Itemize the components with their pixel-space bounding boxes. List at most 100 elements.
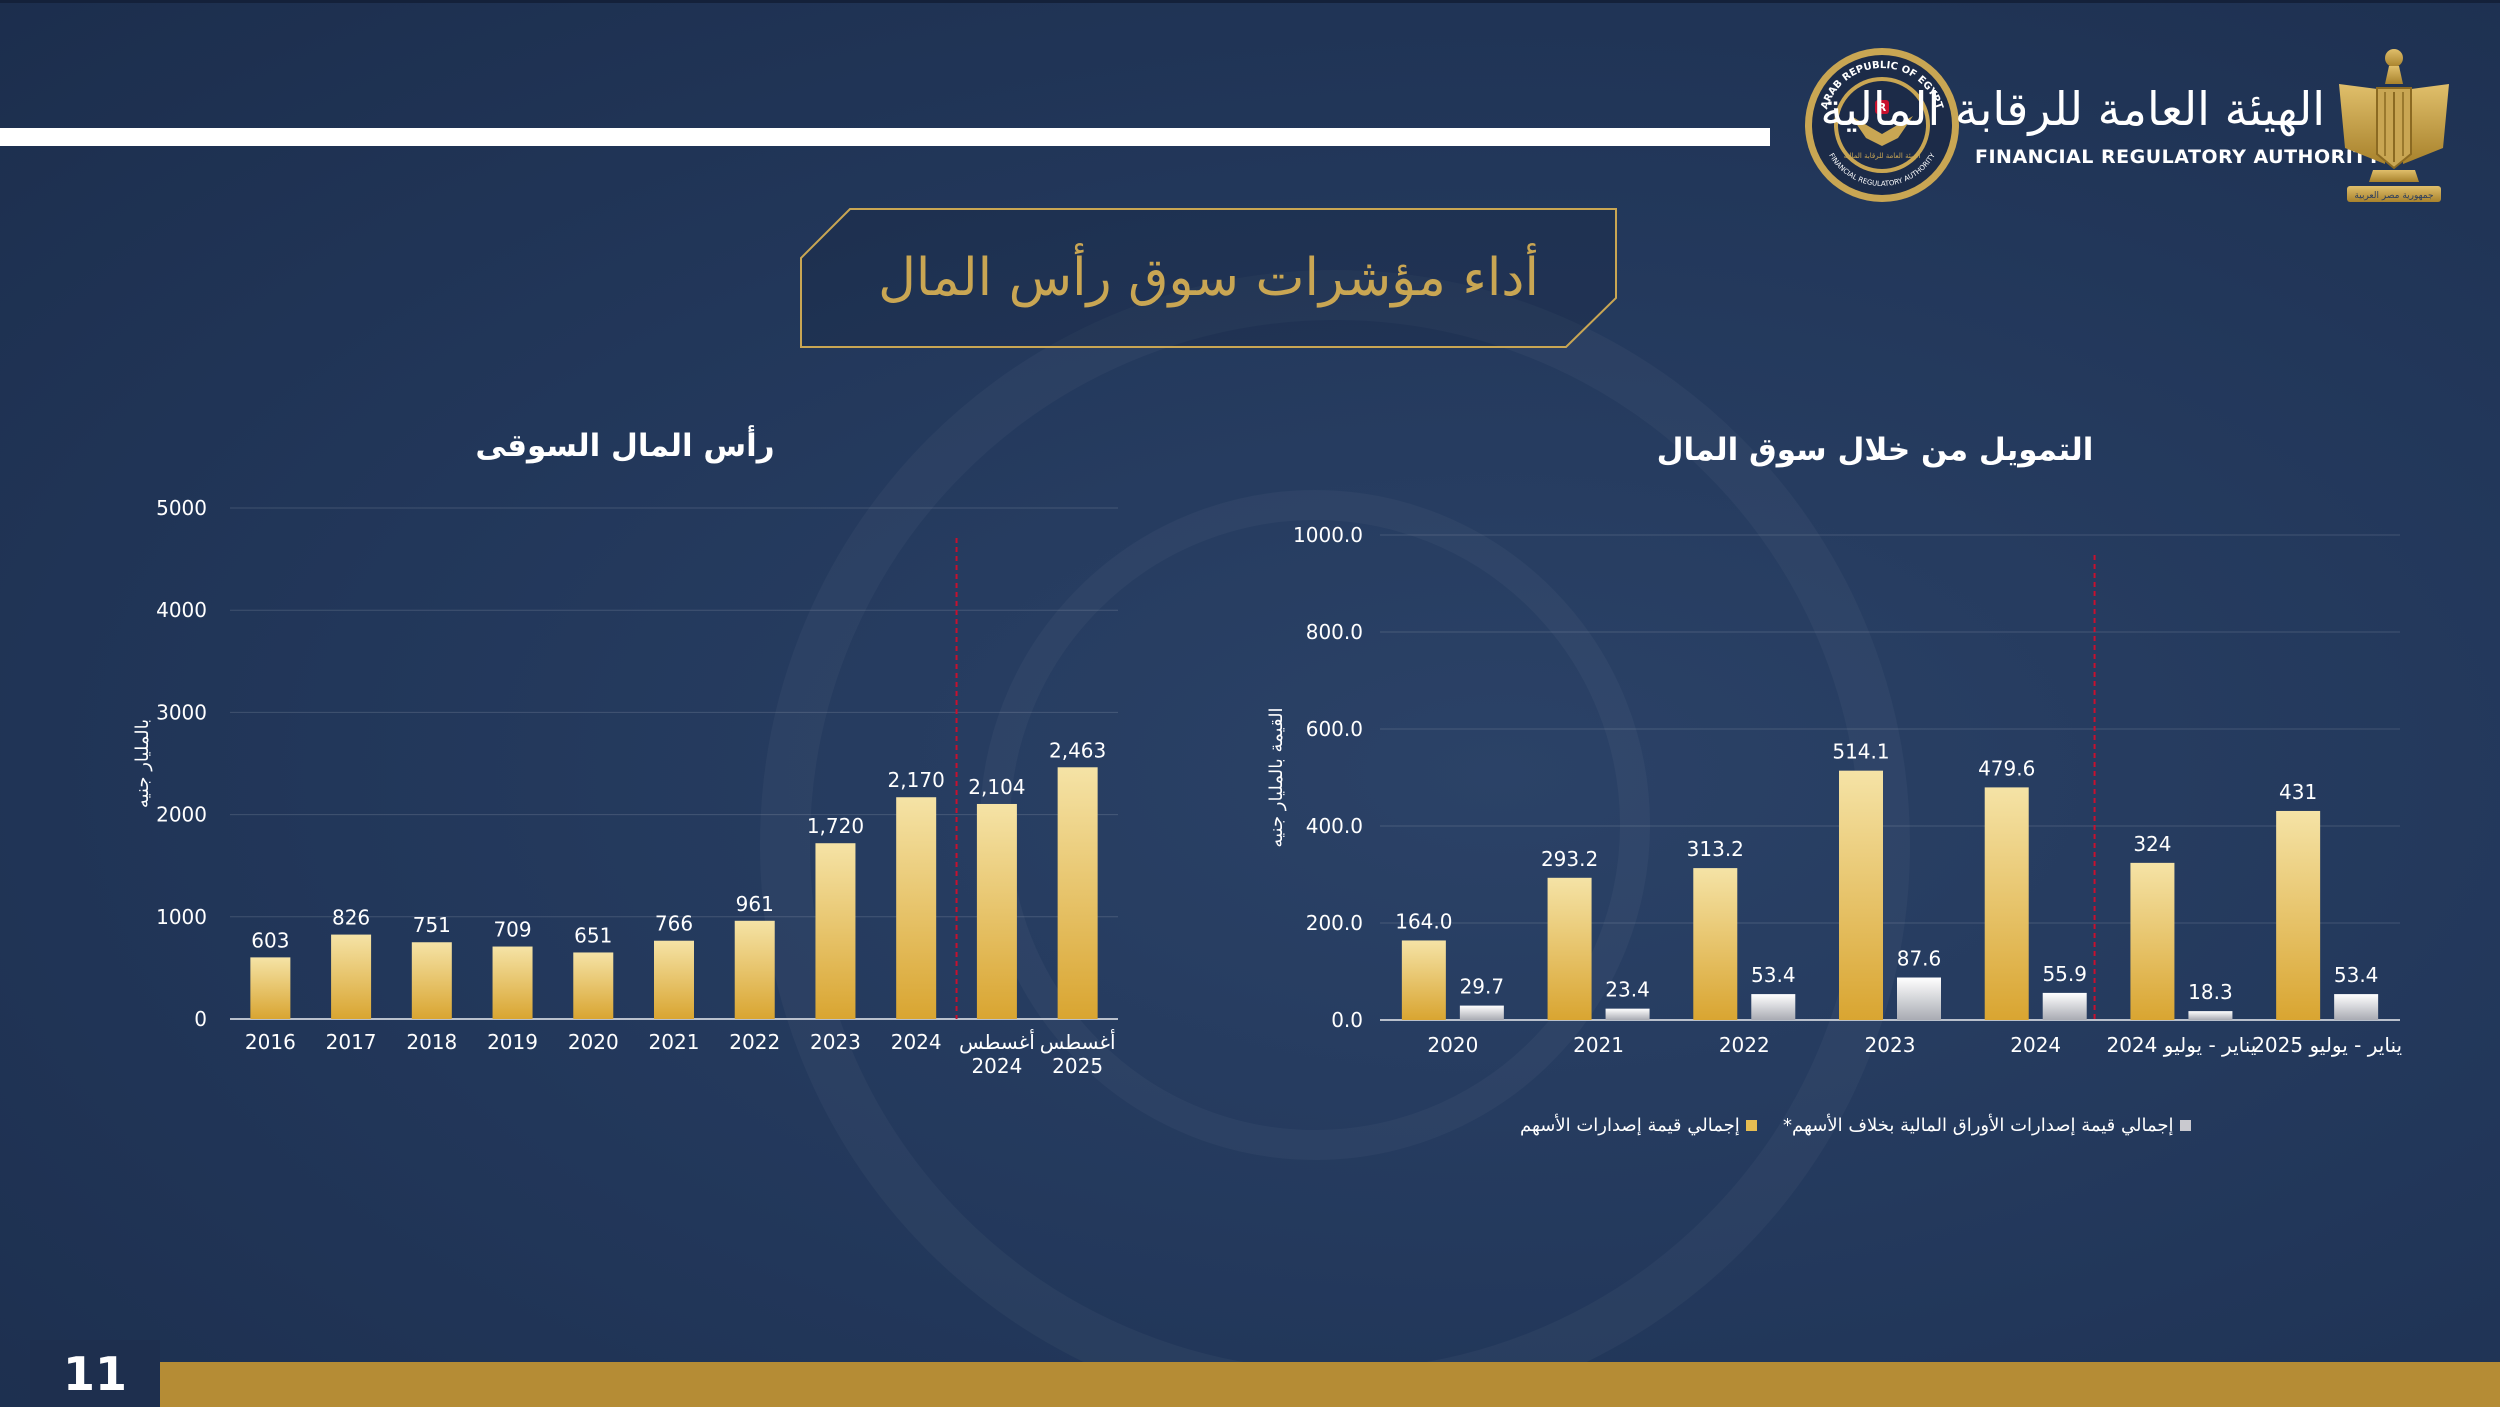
- financing-stocks-bar: [1984, 787, 2029, 1020]
- financing-other-securities-bar-value-label: 53.4: [1751, 963, 1796, 987]
- financing-xtick-label: 2024: [2010, 1033, 2061, 1057]
- financing-stocks-bar-value-label: 313.2: [1687, 837, 1744, 861]
- financing-ytick-label: 800.0: [1306, 620, 1363, 644]
- market-cap-xtick-label: 2023: [810, 1030, 861, 1054]
- financing-chart-title: التمويل من خلال سوق المال: [1656, 432, 2094, 468]
- market-cap-bar: [250, 957, 291, 1019]
- eagle-caption: جمهورية مصر العربية: [2354, 191, 2433, 201]
- slide-title: أداء مؤشرات سوق رأس المال: [878, 248, 1539, 308]
- financing-ytick-label: 1000.0: [1293, 523, 1363, 547]
- page-number: 11: [30, 1340, 160, 1407]
- market-cap-xtick-label: 2020: [568, 1030, 619, 1054]
- market-cap-bar-value-label: 2,463: [1049, 738, 1106, 762]
- market-cap-bar-value-label: 709: [493, 918, 531, 942]
- financing-stocks-bar: [2276, 810, 2321, 1020]
- legend-label-stocks: إجمالي قيمة إصدارات الأسهم: [1520, 1114, 1740, 1136]
- market-cap-bar: [976, 803, 1017, 1019]
- financing-stocks-bar-value-label: 324: [2133, 832, 2171, 856]
- financing-other-securities-bar: [1605, 1008, 1650, 1020]
- financing-ytick-label: 600.0: [1306, 717, 1363, 741]
- market-cap-bar: [573, 952, 614, 1019]
- financing-other-securities-bar: [2042, 992, 2087, 1020]
- market-cap-xtick-label: 2019: [487, 1030, 538, 1054]
- financing-xtick-label: يناير - يوليو 2025: [2252, 1033, 2402, 1057]
- financing-stocks-bar: [1547, 877, 1592, 1020]
- market-cap-xtick-label: 2016: [245, 1030, 296, 1054]
- financing-xtick-label: 2022: [1719, 1033, 1770, 1057]
- seal-eagle-icon: [1851, 116, 1913, 146]
- market-cap-bar-value-label: 826: [332, 906, 370, 930]
- financing-ytick-label: 400.0: [1306, 814, 1363, 838]
- market-cap-bar-value-label: 1,720: [807, 814, 864, 838]
- financing-other-securities-bar: [2188, 1011, 2233, 1020]
- market-cap-xtick-label: 2024: [971, 1054, 1022, 1078]
- financing-other-securities-bar-value-label: 55.9: [2042, 962, 2087, 986]
- market-cap-ytick-label: 5000: [156, 496, 207, 520]
- market-cap-xtick-label: أغسطس: [1040, 1029, 1116, 1054]
- market-cap-bar-value-label: 961: [736, 892, 774, 916]
- financing-stocks-bar: [1401, 940, 1446, 1020]
- market-cap-bar-value-label: 766: [655, 912, 693, 936]
- market-cap-xtick-label: 2025: [1052, 1054, 1103, 1078]
- financing-chart-legend-item-stocks: إجمالي قيمة إصدارات الأسهم: [1520, 1110, 1757, 1140]
- market-cap-bar: [492, 946, 533, 1019]
- financing-xtick-label: 2021: [1573, 1033, 1624, 1057]
- svg-text:R: R: [1878, 101, 1887, 114]
- market-cap-xtick-label: 2021: [649, 1030, 700, 1054]
- financing-other-securities-bar-value-label: 23.4: [1605, 978, 1650, 1002]
- market-cap-chart: 0 1000 2000 3000 4000 5000 بالمليار جنيه 603 201…: [132, 496, 1118, 1078]
- financing-xtick-label: 2023: [1865, 1033, 1916, 1057]
- financing-other-securities-bar: [2334, 994, 2379, 1020]
- financing-other-securities-bar: [1897, 977, 1941, 1020]
- market-cap-ytick-label: 0: [194, 1007, 207, 1031]
- market-cap-ytick-label: 1000: [156, 905, 207, 929]
- financing-other-securities-bar: [1751, 994, 1796, 1020]
- financing-stocks-bar-value-label: 164.0: [1395, 909, 1452, 933]
- market-cap-bar-value-label: 751: [413, 913, 451, 937]
- legend-swatch-gold: [1745, 1119, 1757, 1131]
- market-cap-ytick-label: 3000: [156, 700, 207, 724]
- market-cap-bar-value-label: 651: [574, 923, 612, 947]
- financing-other-securities-bar-value-label: 53.4: [2334, 963, 2379, 987]
- market-cap-xtick-label: 2024: [891, 1030, 942, 1054]
- financing-stocks-bar: [1693, 868, 1738, 1020]
- legend-swatch-silver: [2179, 1119, 2191, 1131]
- header-white-bar: [0, 128, 1770, 146]
- financing-stocks-bar: [2130, 862, 2175, 1020]
- financing-stocks-bar: [1839, 770, 1883, 1020]
- market-cap-bar: [815, 843, 856, 1019]
- fra-seal-logo: ARAB REPUBLIC OF EGYPT FINANCIAL REGULAT…: [1803, 46, 1961, 204]
- financing-xtick-label: 2020: [1427, 1033, 1478, 1057]
- market-cap-bar-value-label: 603: [251, 928, 289, 952]
- market-cap-bar-value-label: 2,104: [968, 775, 1025, 799]
- slide-title-box: أداء مؤشرات سوق رأس المال: [800, 208, 1617, 348]
- market-cap-xtick-label: 2022: [729, 1030, 780, 1054]
- market-cap-bar: [654, 940, 694, 1019]
- top-border: [0, 0, 2500, 3]
- fra-arabic-name: الهيئة العامة للرقابة المالية: [1820, 82, 2325, 136]
- market-cap-bar: [331, 934, 372, 1019]
- financing-other-securities-bar: [1459, 1005, 1504, 1020]
- footer-gold-bar: [160, 1362, 2500, 1407]
- financing-stocks-bar-value-label: 514.1: [1832, 740, 1889, 764]
- financing-ytick-label: 0.0: [1331, 1008, 1363, 1032]
- market-cap-bar: [734, 920, 775, 1019]
- financing-ytick-label: 200.0: [1306, 911, 1363, 935]
- financing-stocks-bar-value-label: 293.2: [1541, 847, 1598, 871]
- market-cap-xtick-label: 2017: [326, 1030, 377, 1054]
- market-cap-bar: [896, 797, 937, 1019]
- financing-other-securities-bar-value-label: 29.7: [1460, 975, 1505, 999]
- financing-xtick-label: يناير - يوليو 2024: [2106, 1033, 2256, 1057]
- financing-other-securities-bar-value-label: 18.3: [2188, 980, 2233, 1004]
- financing-chart: 0.0 200.0 400.0 600.0 800.0 1000.0 القيمة بالم…: [1266, 523, 2402, 1057]
- market-cap-xtick-label: أغسطس: [959, 1029, 1035, 1054]
- financing-chart-legend-item-other-securities: إجمالي قيمة إصدارات الأوراق المالية بخلا…: [1783, 1110, 2191, 1140]
- financing-stocks-bar-value-label: 479.6: [1978, 756, 2035, 780]
- legend-label-other-securities: إجمالي قيمة إصدارات الأوراق المالية بخلا…: [1783, 1114, 2174, 1136]
- egypt-eagle-emblem-icon: جمهورية مصر العربية: [2333, 44, 2455, 210]
- seal-center-text: الهيئة العامة للرقابة المالية: [1844, 152, 1921, 160]
- fra-english-name: FINANCIAL REGULATORY AUTHORITY: [1975, 146, 2382, 168]
- financing-ylabel: القيمة بالمليار جنيه: [1266, 707, 1287, 847]
- market-cap-xtick-label: 2018: [406, 1030, 457, 1054]
